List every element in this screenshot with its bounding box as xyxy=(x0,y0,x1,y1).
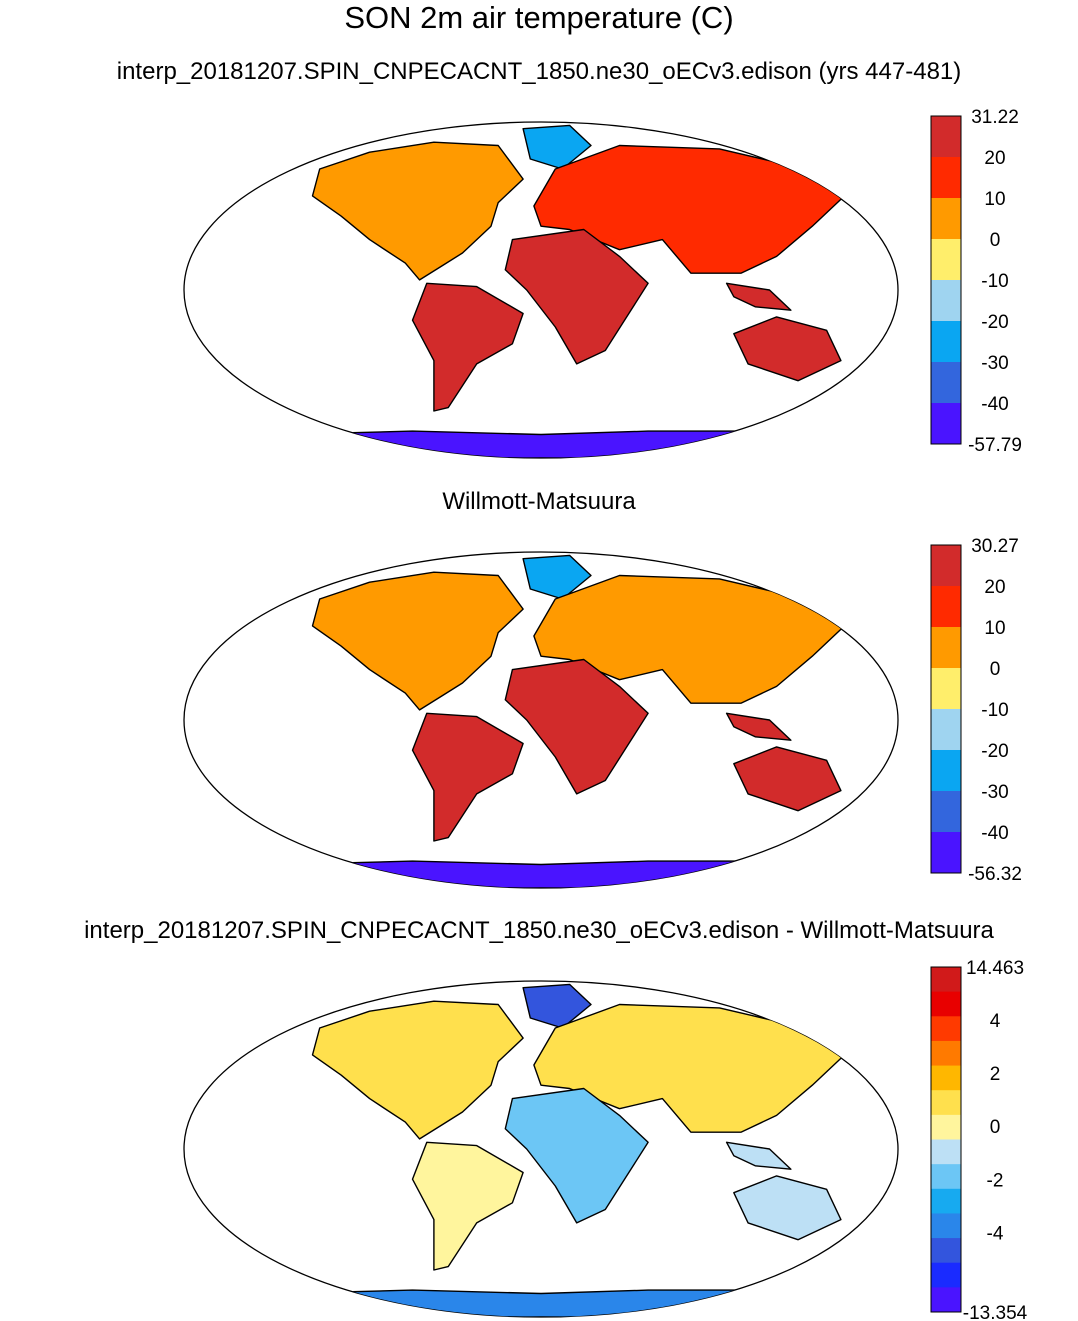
colorbar-2-tick-label: -20 xyxy=(981,741,1008,762)
map-2-new-zealand xyxy=(840,806,871,835)
colorbar-1-segment xyxy=(931,116,961,158)
colorbar-3-segment xyxy=(931,1065,961,1091)
colorbar-2-segment xyxy=(931,627,961,669)
colorbar-3-tick-label: 4 xyxy=(990,1011,1001,1032)
colorbar-2-segment xyxy=(931,791,961,833)
map-1-australia xyxy=(733,316,842,382)
map-2-africa xyxy=(504,658,649,795)
colorbar-3-segment xyxy=(931,967,961,993)
colorbar-3-segment xyxy=(931,1114,961,1140)
colorbar-3-frame xyxy=(930,966,962,1313)
map-3-north-america xyxy=(311,1000,524,1140)
colorbar-3-tick-label: 2 xyxy=(990,1064,1001,1085)
colorbar-1-tick-label: 20 xyxy=(984,148,1005,169)
map-3-new-zealand xyxy=(840,1235,871,1264)
colorbar-2-tick-label: -30 xyxy=(981,782,1008,803)
figure-title: SON 2m air temperature (C) xyxy=(344,0,734,35)
colorbar-3-tick-label: -4 xyxy=(987,1223,1004,1244)
colorbar-2-tick-label: -10 xyxy=(981,700,1008,721)
colorbar-3-tick-label: 14.463 xyxy=(966,958,1024,979)
colorbar-1-segment xyxy=(931,157,961,199)
colorbar-3-segment xyxy=(931,1213,961,1239)
map-3-se-asia xyxy=(725,1141,792,1170)
colorbar-3-tick-label: 0 xyxy=(990,1117,1001,1138)
colorbar-2-segment xyxy=(931,668,961,710)
colorbar-3: 14.463 4 2 0 -2 -4 -13.354 xyxy=(930,958,1028,1321)
colorbar-2-tick-label: 0 xyxy=(990,659,1001,680)
colorbar-1: 31.22 20 10 0 -10 -20 -30 -40 -57.79 xyxy=(930,107,1022,456)
colorbar-1-segment xyxy=(931,198,961,240)
colorbar-3-segment xyxy=(931,1262,961,1288)
colorbar-2-tick-label: -40 xyxy=(981,823,1008,844)
colorbar-1-tick-label: 0 xyxy=(990,230,1001,251)
map-panel-2 xyxy=(183,551,899,889)
colorbar-1-tick-label: -20 xyxy=(981,312,1008,333)
colorbar-2-tick-label: 30.27 xyxy=(971,536,1019,557)
colorbar-3-segment xyxy=(931,1287,961,1313)
panel-2-title: Willmott-Matsuura xyxy=(442,488,636,515)
colorbar-1-tick-label: 31.22 xyxy=(971,107,1019,128)
map-2-antarctica xyxy=(283,860,778,888)
map-1-africa xyxy=(504,228,649,365)
colorbar-2-tick-label: 10 xyxy=(984,618,1005,639)
map-2-south-america xyxy=(411,712,524,842)
colorbar-3-segment xyxy=(931,1040,961,1066)
panel-1-title: interp_20181207.SPIN_CNPECACNT_1850.ne30… xyxy=(116,58,962,85)
map-2-australia xyxy=(733,746,842,812)
colorbar-1-segment xyxy=(931,280,961,322)
colorbar-1-segment xyxy=(931,362,961,404)
colorbar-3-segment xyxy=(931,1016,961,1042)
colorbar-1-tick-label: -30 xyxy=(981,353,1008,374)
map-2-north-america xyxy=(311,571,524,711)
colorbar-2-segment xyxy=(931,832,961,874)
map-3-antarctica xyxy=(283,1289,778,1317)
map-2-se-asia xyxy=(725,712,792,741)
map-2-greenland xyxy=(522,554,592,600)
map-1-new-zealand xyxy=(840,376,871,405)
colorbar-1-tick-label: -40 xyxy=(981,394,1008,415)
colorbar-2: 30.27 20 10 0 -10 -20 -30 -40 -56.32 xyxy=(930,536,1022,885)
colorbar-1-tick-label: -10 xyxy=(981,271,1008,292)
map-3-south-america xyxy=(411,1141,524,1271)
colorbar-2-segment xyxy=(931,545,961,587)
colorbar-3-tick-label: -13.354 xyxy=(963,1303,1028,1321)
colorbar-2-segment xyxy=(931,750,961,792)
colorbar-3-segment xyxy=(931,991,961,1017)
colorbar-1-frame xyxy=(930,115,962,445)
map-1-south-america xyxy=(411,282,524,412)
colorbar-1-segment xyxy=(931,403,961,445)
map-3-greenland xyxy=(522,983,592,1029)
colorbar-2-segment xyxy=(931,586,961,628)
colorbar-1-tick-label: 10 xyxy=(984,189,1005,210)
colorbar-1-segment xyxy=(931,239,961,281)
colorbar-3-segment xyxy=(931,1090,961,1116)
map-3-australia xyxy=(733,1175,842,1241)
map-1-antarctica xyxy=(283,430,778,458)
map-panel-1 xyxy=(183,121,899,459)
map-3-africa xyxy=(504,1087,649,1224)
colorbar-2-tick-label: 20 xyxy=(984,577,1005,598)
map-1-se-asia xyxy=(725,282,792,311)
colorbar-2-segment xyxy=(931,709,961,751)
map-1-greenland xyxy=(522,124,592,170)
colorbar-2-tick-label: -56.32 xyxy=(968,864,1022,885)
colorbar-3-segment xyxy=(931,1188,961,1214)
map-panel-3 xyxy=(183,980,899,1318)
colorbar-3-segment xyxy=(931,1238,961,1264)
colorbar-1-segment xyxy=(931,321,961,363)
colorbar-3-tick-label: -2 xyxy=(987,1170,1004,1191)
map-1-north-america xyxy=(311,141,524,281)
colorbar-3-segment xyxy=(931,1139,961,1165)
panel-3-title: interp_20181207.SPIN_CNPECACNT_1850.ne30… xyxy=(84,917,994,944)
colorbar-2-frame xyxy=(930,544,962,874)
colorbar-3-segment xyxy=(931,1164,961,1190)
colorbar-1-tick-label: -57.79 xyxy=(968,435,1022,456)
